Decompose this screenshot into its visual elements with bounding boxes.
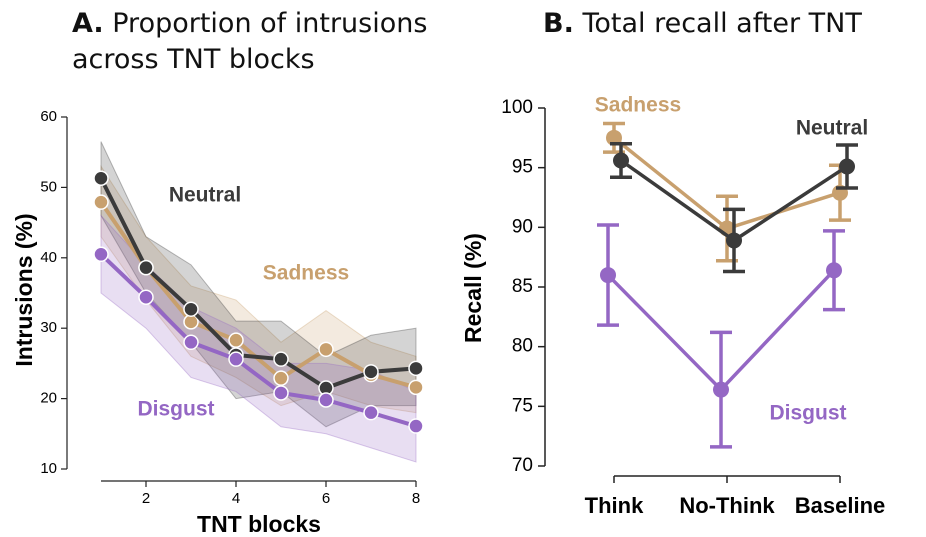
point — [138, 289, 154, 305]
y-axis-label: Recall (%) — [460, 233, 486, 343]
point — [826, 262, 842, 279]
point — [363, 364, 379, 380]
point — [183, 334, 199, 351]
point — [183, 301, 199, 317]
ci-band — [100, 164, 417, 414]
point — [713, 381, 729, 398]
x-tick-label: 8 — [412, 490, 420, 507]
y-tick-label: 50 — [40, 178, 57, 195]
x-tick-label: 2 — [142, 490, 150, 507]
point — [228, 351, 244, 367]
point — [273, 385, 289, 401]
x-tick-label: 6 — [322, 490, 330, 507]
point — [318, 392, 334, 408]
point — [273, 370, 289, 386]
point — [839, 158, 855, 175]
series-line — [99, 177, 417, 391]
panel-label: B. — [543, 8, 574, 39]
point — [93, 194, 109, 210]
y-tick-label: 30 — [40, 319, 57, 336]
point — [363, 404, 379, 421]
y-tick-label: 40 — [40, 249, 57, 266]
point — [408, 379, 424, 396]
series-label: Disgust — [769, 402, 846, 425]
panel-b-title: B. Total recall after TNT — [543, 6, 923, 42]
series-line — [99, 252, 417, 428]
title-text: Total recall after TNT — [582, 8, 862, 39]
point — [600, 267, 616, 284]
point — [93, 170, 109, 186]
point — [318, 341, 334, 358]
x-tick-label: Baseline — [795, 493, 886, 518]
y-tick-label: 80 — [512, 336, 533, 357]
point — [228, 332, 244, 348]
y-axis-label: Intrusions (%) — [11, 213, 37, 366]
series-label: Neutral — [169, 184, 241, 207]
point — [273, 351, 289, 367]
x-tick-label: 4 — [232, 490, 240, 507]
series-label: Neutral — [796, 117, 868, 140]
x-tick-label: Think — [585, 493, 644, 518]
point — [408, 360, 424, 377]
panel-label: A. — [72, 8, 104, 39]
panel-a-title: A. Proportion of intrusions across TNT b… — [72, 6, 492, 78]
y-tick-label: 90 — [512, 216, 533, 237]
series-label: Sadness — [263, 262, 349, 285]
x-axis-label: TNT blocks — [197, 511, 321, 537]
y-tick-label: 100 — [501, 97, 533, 118]
point — [408, 418, 424, 434]
y-tick-label: 60 — [40, 108, 57, 125]
point — [613, 152, 629, 169]
y-tick-label: 70 — [512, 455, 533, 476]
y-tick-label: 10 — [40, 460, 57, 477]
point — [726, 232, 742, 249]
series-label: Sadness — [595, 94, 681, 117]
y-tick-label: 75 — [512, 395, 533, 416]
point — [93, 246, 109, 263]
point — [138, 259, 154, 276]
y-tick-label: 20 — [40, 390, 57, 407]
series-label: Disgust — [137, 398, 214, 421]
title-text: Proportion of intrusions across TNT bloc… — [72, 8, 428, 75]
ci-band — [100, 214, 417, 463]
x-tick-label: No-Think — [679, 493, 775, 518]
y-tick-label: 85 — [512, 276, 533, 297]
point — [606, 129, 622, 146]
y-tick-label: 95 — [512, 157, 533, 178]
